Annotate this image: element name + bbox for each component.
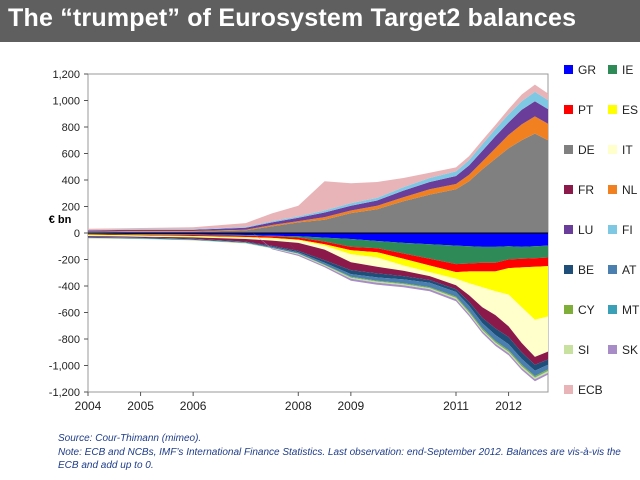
y-tick-label: 400 [62, 175, 80, 187]
y-tick-label: 600 [62, 149, 80, 161]
legend-swatch-fr [564, 185, 573, 194]
y-tick-label: 800 [62, 122, 80, 134]
legend-swatch-it [608, 145, 617, 154]
legend-swatch-sk [608, 345, 617, 354]
legend-swatch-nl [608, 185, 617, 194]
legend-label-fr: FR [578, 183, 594, 197]
series-area-de [88, 133, 548, 233]
legend-label-cy: CY [578, 303, 595, 317]
footnote: Note: ECB and NCBs, IMF’s International … [58, 447, 621, 471]
legend: GR IE PT ES DE IT FR NL LU FI BE AT CY MT SI SK ECB [564, 63, 640, 397]
legend-label-mt: MT [622, 303, 640, 317]
y-tick-label: -1,000 [49, 361, 80, 373]
target2-chart: -1,200 -1,000 -800 -600 -400 -200 0 200 400 600 80… [49, 63, 640, 413]
legend-label-pt: PT [578, 103, 594, 117]
legend-swatch-cy [564, 305, 573, 314]
y-tick-label: 200 [62, 202, 80, 214]
x-tick-label: 2006 [180, 399, 207, 413]
legend-label-es: ES [622, 103, 638, 117]
y-tick-label: -600 [58, 308, 80, 320]
legend-label-fi: FI [622, 223, 633, 237]
legend-label-be: BE [578, 263, 594, 277]
legend-swatch-si [564, 345, 573, 354]
slide-title: The “trumpet” of Eurosystem Target2 bala… [8, 4, 577, 32]
series-area-ecb [88, 84, 548, 231]
legend-label-ecb: ECB [578, 383, 603, 397]
legend-label-nl: NL [622, 183, 638, 197]
series-area-ie [88, 233, 548, 265]
legend-swatch-gr [564, 65, 573, 74]
legend-label-ie: IE [622, 63, 633, 77]
legend-swatch-pt [564, 105, 573, 114]
y-tick-label: 0 [74, 228, 80, 240]
legend-swatch-ie [608, 65, 617, 74]
legend-swatch-at [608, 265, 617, 274]
y-tick-label: -800 [58, 334, 80, 346]
legend-label-si: SI [578, 343, 589, 357]
series-area-es [88, 234, 548, 320]
x-tick-label: 2009 [338, 399, 365, 413]
x-tick-label: 2012 [495, 399, 522, 413]
y-tick-label: -400 [58, 281, 80, 293]
legend-swatch-mt [608, 305, 617, 314]
x-tick-label: 2008 [285, 399, 312, 413]
legend-label-sk: SK [622, 343, 638, 357]
legend-label-at: AT [622, 263, 637, 277]
legend-label-lu: LU [578, 223, 593, 237]
legend-swatch-fi [608, 225, 617, 234]
y-tick-label: 1,000 [52, 96, 80, 108]
legend-swatch-de [564, 145, 573, 154]
legend-label-gr: GR [578, 63, 596, 77]
legend-swatch-be [564, 265, 573, 274]
legend-swatch-es [608, 105, 617, 114]
x-tick-label: 2011 [443, 399, 469, 413]
y-axis-label: € bn [49, 214, 72, 226]
legend-label-de: DE [578, 143, 595, 157]
title-bar: The “trumpet” of Eurosystem Target2 bala… [0, 0, 640, 42]
legend-swatch-ecb [564, 385, 573, 394]
x-tick-label: 2004 [75, 399, 102, 413]
legend-label-it: IT [622, 143, 633, 157]
y-tick-label: 1,200 [52, 69, 80, 81]
axes: -1,200 -1,000 -800 -600 -400 -200 0 200 400 600 80… [49, 69, 548, 413]
source-note: Source: Cour-Thimann (mimeo). [58, 433, 202, 444]
legend-swatch-lu [564, 225, 573, 234]
series-area-pt [88, 234, 548, 273]
x-tick-label: 2005 [127, 399, 154, 413]
y-tick-label: -200 [58, 255, 80, 267]
y-tick-label: -1,200 [49, 387, 80, 399]
series-area-gr [88, 233, 548, 247]
